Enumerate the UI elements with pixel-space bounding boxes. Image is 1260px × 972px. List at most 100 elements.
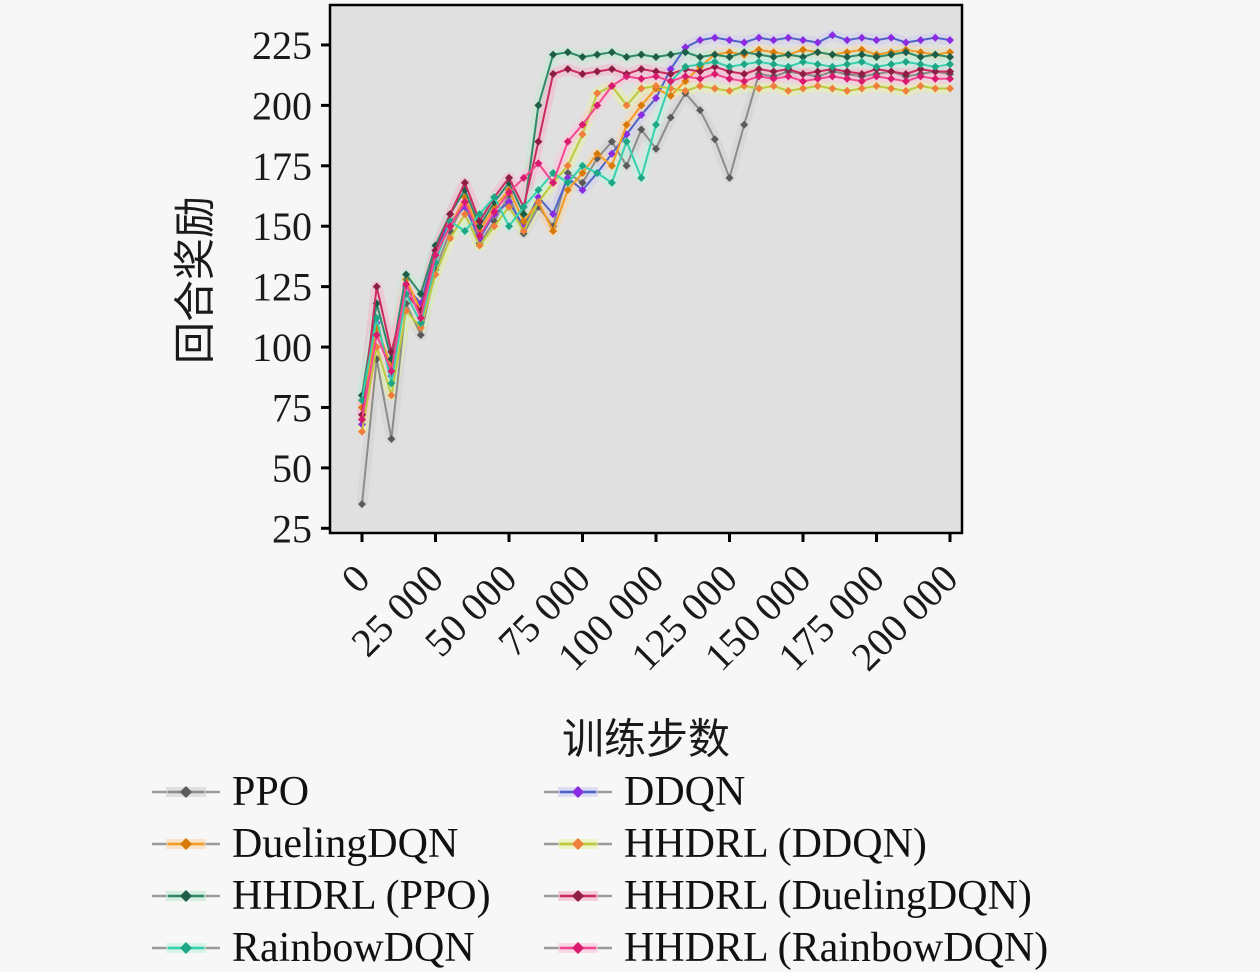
marker-hhdrl-ddqn — [887, 84, 896, 93]
marker-rainbowdqn — [637, 173, 646, 182]
marker-hhdrl-duelingdqn — [446, 210, 455, 219]
legend: PPO DDQN DuelingDQN HHDRL (DDQN) HHDRL (PPO)… — [150, 766, 1048, 972]
marker-rainbowdqn — [475, 210, 484, 219]
marker-hhdrl-duelingdqn — [799, 69, 807, 78]
marker-hhdrl-ddqn — [460, 210, 469, 219]
marker-rainbowdqn — [416, 318, 425, 327]
marker-ddqn — [946, 36, 954, 45]
marker-hhdrl-rainbowdqn — [754, 72, 763, 81]
marker-ppo — [416, 330, 425, 339]
marker-hhdrl-ppo — [593, 50, 602, 59]
marker-hhdrl-rainbowdqn — [769, 74, 778, 83]
marker-hhdrl-ppo — [740, 48, 749, 57]
marker-rainbowdqn — [813, 60, 822, 69]
marker-ppo — [710, 135, 719, 144]
marker-hhdrl-ppo — [813, 48, 822, 57]
legend-item-rainbowdqn: RainbowDQN — [150, 927, 542, 969]
marker-hhdrl-ddqn — [696, 82, 705, 91]
marker-hhdrl-rainbowdqn — [784, 72, 793, 81]
marker-duelingdqn — [799, 45, 807, 54]
legend-label-ppo: PPO — [232, 769, 310, 815]
x-axis-title: 训练步数 — [561, 717, 731, 764]
marker-duelingdqn — [578, 169, 587, 178]
marker-ddqn — [652, 94, 660, 103]
marker-hhdrl-duelingdqn — [931, 67, 940, 76]
marker-hhdrl-duelingdqn — [843, 67, 852, 76]
legend-item-hhdrl-duelingdqn: HHDRL (DuelingDQN) — [542, 875, 1048, 917]
marker-hhdrl-rainbowdqn — [607, 82, 616, 91]
marker-duelingdqn — [622, 120, 631, 129]
legend-key-duelingdqn-icon — [152, 838, 220, 850]
marker-hhdrl-ddqn — [799, 84, 807, 93]
marker-hhdrl-ddqn — [652, 82, 660, 91]
marker-hhdrl-rainbowdqn — [740, 77, 749, 86]
marker-hhdrl-duelingdqn — [916, 65, 925, 74]
marker-hhdrl-ddqn — [578, 130, 587, 139]
marker-hhdrl-duelingdqn — [563, 65, 572, 74]
marker-hhdrl-ddqn — [446, 234, 455, 243]
legend-item-hhdrl-ddqn: HHDRL (DDQN) — [542, 823, 1048, 865]
marker-hhdrl-ppo — [887, 50, 896, 59]
marker-hhdrl-ppo — [681, 48, 690, 57]
marker-hhdrl-rainbowdqn — [431, 251, 440, 260]
legend-label-hhdrl-ddqn: HHDRL (DDQN) — [624, 821, 927, 867]
marker-hhdrl-rainbowdqn — [931, 74, 940, 83]
marker-hhdrl-duelingdqn — [578, 69, 587, 78]
marker-rainbowdqn — [460, 227, 469, 236]
marker-duelingdqn — [754, 45, 763, 54]
marker-rainbowdqn — [901, 57, 910, 66]
marker-rainbowdqn — [887, 60, 896, 69]
marker-duelingdqn — [637, 101, 646, 110]
marker-ddqn — [607, 149, 616, 158]
marker-rainbowdqn — [725, 62, 734, 71]
marker-hhdrl-ppo — [843, 53, 852, 62]
marker-ddqn — [769, 36, 778, 45]
legend-label-hhdrl-ppo: HHDRL (PPO) — [232, 873, 491, 919]
marker-hhdrl-rainbowdqn — [563, 137, 572, 146]
y-tick-label: 50 — [272, 446, 312, 491]
marker-duelingdqn — [725, 48, 734, 57]
marker-duelingdqn — [549, 227, 558, 236]
legend-label-hhdrl-duelingdqn: HHDRL (DuelingDQN) — [624, 873, 1032, 919]
marker-hhdrl-ddqn — [622, 101, 631, 110]
marker-hhdrl-rainbowdqn — [681, 72, 690, 81]
marker-hhdrl-duelingdqn — [754, 65, 763, 74]
marker-ddqn — [799, 36, 807, 45]
marker-hhdrl-duelingdqn — [460, 178, 469, 187]
marker-hhdrl-ddqn — [754, 84, 763, 93]
marker-hhdrl-ppo — [534, 101, 543, 110]
marker-hhdrl-rainbowdqn — [460, 198, 469, 207]
marker-hhdrl-ddqn — [901, 86, 910, 95]
marker-hhdrl-duelingdqn — [475, 217, 484, 226]
marker-ddqn — [740, 38, 749, 47]
marker-ddqn — [666, 65, 675, 74]
marker-hhdrl-ddqn — [784, 86, 793, 95]
marker-ddqn — [549, 210, 558, 219]
marker-ppo — [666, 113, 675, 122]
marker-hhdrl-ppo — [475, 222, 484, 231]
marker-hhdrl-rainbowdqn — [637, 74, 646, 83]
marker-hhdrl-ddqn — [843, 86, 852, 95]
marker-hhdrl-rainbowdqn — [696, 74, 705, 83]
marker-rainbowdqn — [681, 62, 690, 71]
y-tick-label: 225 — [252, 23, 312, 68]
marker-hhdrl-ppo — [901, 48, 910, 57]
marker-hhdrl-duelingdqn — [593, 67, 602, 76]
marker-ppo — [725, 173, 734, 182]
marker-ddqn — [931, 33, 940, 42]
legend-key-hhdrl-ddqn-icon — [544, 838, 612, 850]
y-tick-label: 175 — [252, 144, 312, 189]
y-tick-label: 200 — [252, 83, 312, 128]
marker-hhdrl-ddqn — [725, 86, 734, 95]
marker-hhdrl-rainbowdqn — [828, 72, 837, 81]
marker-duelingdqn — [563, 185, 572, 194]
marker-ddqn — [872, 36, 881, 45]
marker-rainbowdqn — [593, 169, 602, 178]
marker-hhdrl-ppo — [799, 53, 807, 62]
marker-ppo — [563, 169, 572, 178]
marker-hhdrl-rainbowdqn — [358, 415, 366, 424]
marker-rainbowdqn — [534, 185, 543, 194]
marker-hhdrl-duelingdqn — [710, 62, 719, 71]
marker-hhdrl-duelingdqn — [607, 65, 616, 74]
marker-ppo — [578, 178, 587, 187]
